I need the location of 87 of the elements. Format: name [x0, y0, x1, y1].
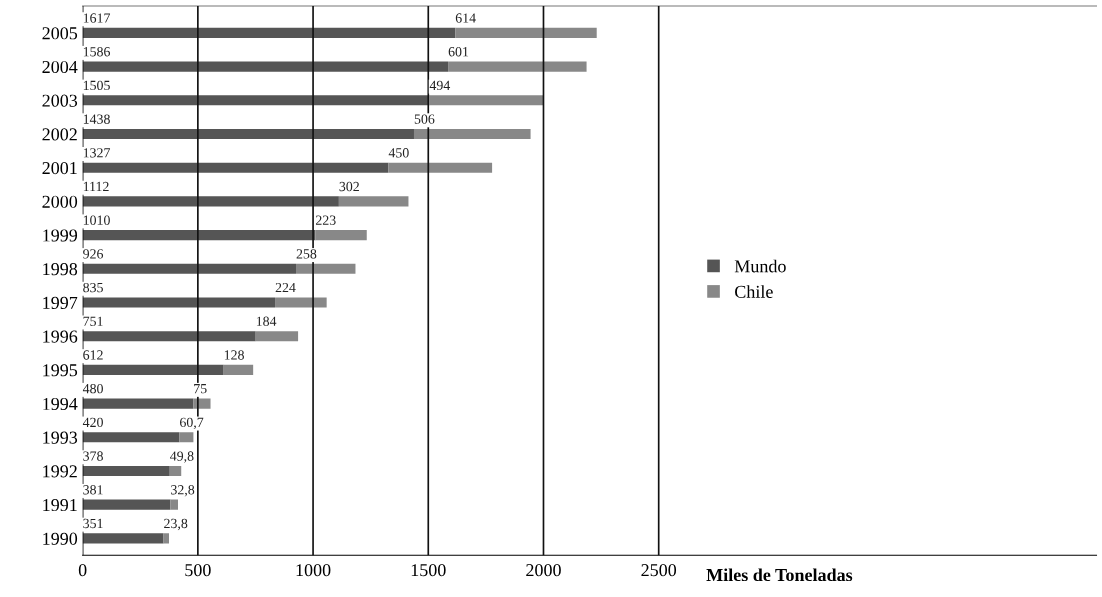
bar — [163, 533, 170, 544]
data-label: 258 — [296, 249, 317, 259]
y-tick-label: 1995 — [43, 364, 78, 377]
bar — [82, 533, 164, 544]
data-label: 184 — [256, 316, 277, 326]
data-label: 614 — [455, 13, 476, 23]
bar — [82, 196, 339, 207]
x-tick-label: 1000 — [296, 564, 331, 577]
bar — [82, 331, 256, 342]
bar — [82, 499, 171, 510]
x-tick-label: 2500 — [641, 564, 677, 577]
data-label: 381 — [83, 485, 103, 495]
data-label: 506 — [414, 114, 435, 124]
y-tick-label: 1994 — [43, 397, 78, 411]
y-tick-label: 1991 — [43, 498, 77, 512]
bar — [388, 162, 493, 173]
data-label: 223 — [315, 215, 336, 225]
data-label: 494 — [429, 80, 451, 91]
y-tick-label: 1997 — [43, 296, 78, 309]
data-label: 420 — [82, 417, 103, 428]
x-axis-title: Miles de Toneladas — [706, 568, 853, 582]
bar — [429, 95, 544, 106]
y-tick-label: 2001 — [42, 161, 77, 175]
data-label: 1505 — [83, 80, 110, 91]
bar — [82, 128, 414, 140]
bar — [82, 95, 430, 106]
bar — [338, 196, 409, 207]
data-label: 378 — [83, 451, 103, 461]
legend-label: Mundo — [734, 259, 786, 273]
bar — [170, 499, 178, 510]
data-label: 32,8 — [171, 485, 195, 497]
data-label: 351 — [83, 518, 103, 529]
bar — [82, 364, 224, 375]
bar — [82, 263, 297, 274]
data-label: 1010 — [83, 215, 110, 225]
data-label: 302 — [339, 181, 359, 192]
data-label: 480 — [82, 383, 103, 394]
data-label: 612 — [83, 350, 103, 360]
data-label: 75 — [194, 384, 207, 394]
bar — [315, 230, 367, 241]
bar — [169, 465, 182, 477]
y-tick-label: 2002 — [42, 128, 77, 141]
x-tick-label: 2000 — [526, 564, 561, 577]
y-tick-label: 2004 — [42, 60, 78, 74]
data-label: 1617 — [83, 13, 111, 23]
data-label: 751 — [83, 316, 103, 326]
legend-label: Chile — [735, 285, 773, 298]
x-tick-label: 0 — [78, 564, 87, 577]
x-tick-label: 1500 — [411, 564, 446, 577]
bar — [82, 398, 194, 409]
data-label: 60,7 — [180, 417, 204, 430]
y-tick-label: 2000 — [42, 195, 78, 208]
bar — [82, 61, 449, 72]
data-label: 926 — [83, 249, 104, 259]
bar — [296, 263, 356, 274]
bar — [82, 465, 170, 477]
bar — [82, 297, 276, 308]
data-label: 450 — [388, 148, 409, 158]
bar — [82, 162, 389, 173]
bar — [413, 128, 531, 140]
y-tick-label: 1993 — [43, 431, 78, 444]
y-tick-label: 1990 — [43, 532, 78, 545]
y-tick-label: 1992 — [43, 465, 77, 478]
bar — [179, 432, 194, 443]
data-label: 835 — [83, 282, 103, 293]
data-label: 224 — [275, 282, 296, 293]
y-tick-label: 1998 — [43, 263, 78, 276]
y-tick-label: 1996 — [43, 330, 78, 343]
bar — [448, 61, 587, 72]
data-label: 1327 — [83, 148, 111, 158]
y-tick-label: 2003 — [42, 94, 78, 107]
data-label: 1586 — [83, 47, 111, 57]
x-tick-label: 500 — [185, 564, 211, 577]
data-label: 1112 — [83, 181, 109, 192]
bar — [193, 398, 211, 409]
bar — [82, 27, 456, 38]
bar — [82, 432, 180, 443]
data-label: 23,8 — [164, 518, 188, 531]
data-label: 49,8 — [170, 451, 194, 463]
data-label: 601 — [448, 47, 469, 57]
y-tick-label: 2005 — [42, 27, 78, 40]
data-label: 1438 — [83, 114, 110, 124]
data-label: 128 — [224, 350, 244, 360]
y-tick-label: 1999 — [43, 229, 78, 242]
bar — [275, 297, 327, 308]
bar — [455, 27, 597, 38]
bar — [82, 230, 316, 241]
